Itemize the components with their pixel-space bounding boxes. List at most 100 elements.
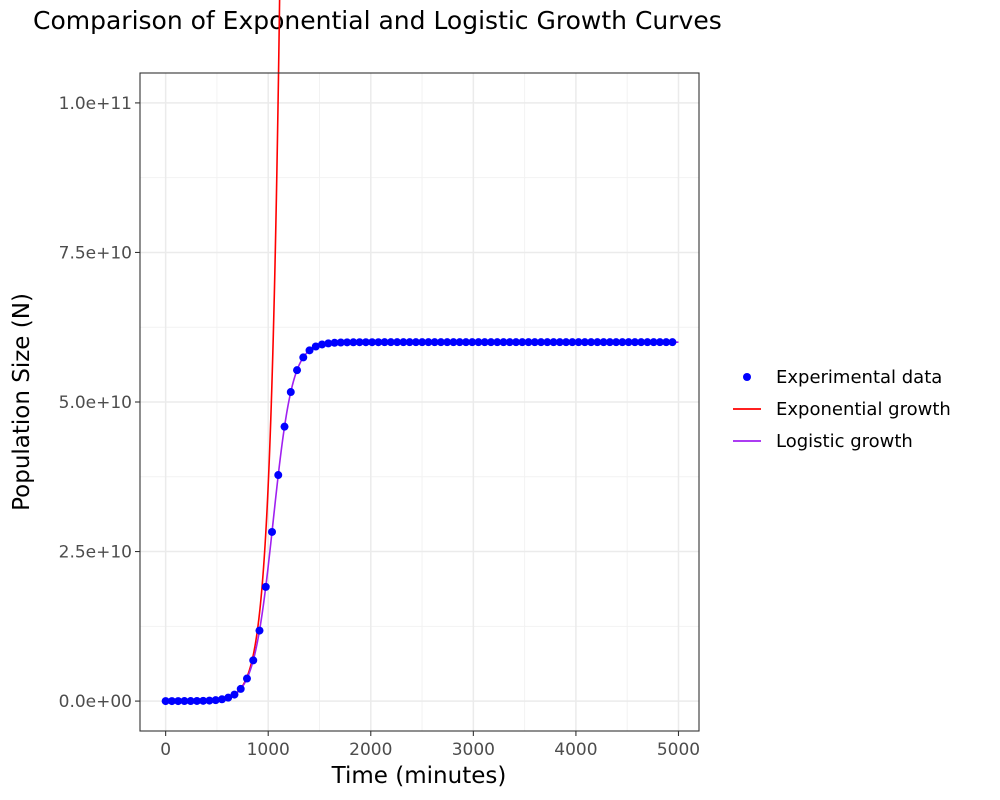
y-tick-label: 5.0e+10 <box>59 393 132 413</box>
x-axis-title: Time (minutes) <box>331 763 507 789</box>
experimental-data-point <box>655 338 664 347</box>
experimental-data-point <box>605 338 614 347</box>
experimental-data-point <box>662 338 671 347</box>
experimental-data-point <box>349 338 358 347</box>
experimental-data-point <box>205 696 214 705</box>
experimental-data-point <box>449 338 458 347</box>
experimental-data-point <box>249 656 258 665</box>
x-tick-label: 1000 <box>247 740 290 760</box>
y-axis: 0.0e+00 2.5e+10 5.0e+10 7.5e+10 1.0e+11 <box>59 94 140 712</box>
grid <box>140 73 699 731</box>
experimental-data-point <box>211 696 220 705</box>
experimental-data-point <box>217 695 226 704</box>
experimental-data-point <box>443 338 452 347</box>
experimental-data-point <box>599 338 608 347</box>
experimental-data-point <box>461 338 470 347</box>
experimental-data-point <box>174 697 183 706</box>
experimental-data-point <box>199 696 208 705</box>
experimental-data-point <box>637 338 646 347</box>
experimental-data-point <box>280 422 289 431</box>
experimental-data-point <box>336 338 345 347</box>
experimental-data-point <box>649 338 658 347</box>
x-tick-label: 5000 <box>657 740 700 760</box>
experimental-data-point <box>505 338 514 347</box>
experimental-data-point <box>512 338 521 347</box>
experimental-data-point <box>242 674 251 683</box>
experimental-data-point <box>318 340 327 349</box>
experimental-data-point <box>468 338 477 347</box>
experimental-data-point <box>274 471 283 480</box>
y-tick-label: 0.0e+00 <box>59 692 132 712</box>
legend-label: Logistic growth <box>776 431 913 452</box>
experimental-data-point <box>268 527 277 536</box>
legend-key-point <box>743 373 751 381</box>
legend: Experimental data Exponential growth Logis… <box>733 367 951 452</box>
experimental-data-point <box>493 338 502 347</box>
x-tick-label: 0 <box>160 740 171 760</box>
experimental-data-point <box>311 342 320 351</box>
experimental-data-point <box>192 696 201 705</box>
experimental-data-point <box>405 338 414 347</box>
experimental-data-point <box>549 338 558 347</box>
exponential-growth-line <box>165 0 281 702</box>
experimental-data-point <box>380 338 389 347</box>
experimental-data-point <box>424 338 433 347</box>
experimental-data-point <box>299 353 308 362</box>
experimental-data-point <box>537 338 546 347</box>
experimental-data-point <box>411 338 420 347</box>
experimental-data-point <box>180 697 189 706</box>
experimental-data-point <box>624 338 633 347</box>
x-axis: 0 1000 2000 3000 4000 5000 <box>160 731 700 760</box>
experimental-data-point <box>161 697 170 706</box>
legend-label: Experimental data <box>776 367 942 388</box>
experimental-data-point <box>580 338 589 347</box>
experimental-data-point <box>324 339 333 348</box>
experimental-data-point <box>593 338 602 347</box>
legend-label: Exponential growth <box>776 399 951 420</box>
experimental-data-point <box>568 338 577 347</box>
experimental-data-point <box>618 338 627 347</box>
experimental-data-point <box>167 697 176 706</box>
experimental-data-point <box>643 338 652 347</box>
experimental-data-point <box>562 338 571 347</box>
experimental-data-point <box>393 338 402 347</box>
experimental-data-point <box>555 338 564 347</box>
experimental-data-point <box>224 693 233 702</box>
y-tick-label: 2.5e+10 <box>59 543 132 563</box>
experimental-data-point <box>330 338 339 347</box>
chart-title: Comparison of Exponential and Logistic G… <box>33 6 722 35</box>
experimental-data-point <box>399 338 408 347</box>
y-tick-label: 7.5e+10 <box>59 243 132 263</box>
experimental-data-point <box>524 338 533 347</box>
experimental-data-point <box>305 346 314 355</box>
experimental-data-point <box>474 338 483 347</box>
experimental-data-point <box>455 338 464 347</box>
experimental-data-point <box>386 338 395 347</box>
experimental-data-point <box>255 626 264 635</box>
experimental-data-point <box>430 338 439 347</box>
experimental-data-point <box>261 582 270 591</box>
experimental-data-point <box>486 338 495 347</box>
experimental-data-point <box>293 366 302 375</box>
y-axis-title: Population Size (N) <box>9 293 35 511</box>
experimental-data-point <box>480 338 489 347</box>
experimental-data-point <box>236 684 245 693</box>
experimental-data-point <box>436 338 445 347</box>
experimental-data-point <box>543 338 552 347</box>
experimental-data-point <box>361 338 370 347</box>
experimental-data-point <box>230 690 239 699</box>
experimental-data-point <box>499 338 508 347</box>
x-tick-label: 3000 <box>452 740 495 760</box>
y-tick-label: 1.0e+11 <box>59 94 132 114</box>
experimental-data-point <box>630 338 639 347</box>
x-tick-label: 4000 <box>554 740 597 760</box>
x-tick-label: 2000 <box>349 740 392 760</box>
experimental-data-point <box>286 388 295 397</box>
experimental-data-point <box>530 338 539 347</box>
experimental-data-point <box>343 338 352 347</box>
experimental-data-point <box>368 338 377 347</box>
series-layer <box>161 0 679 706</box>
experimental-data-point <box>418 338 427 347</box>
experimental-data-point <box>518 338 527 347</box>
